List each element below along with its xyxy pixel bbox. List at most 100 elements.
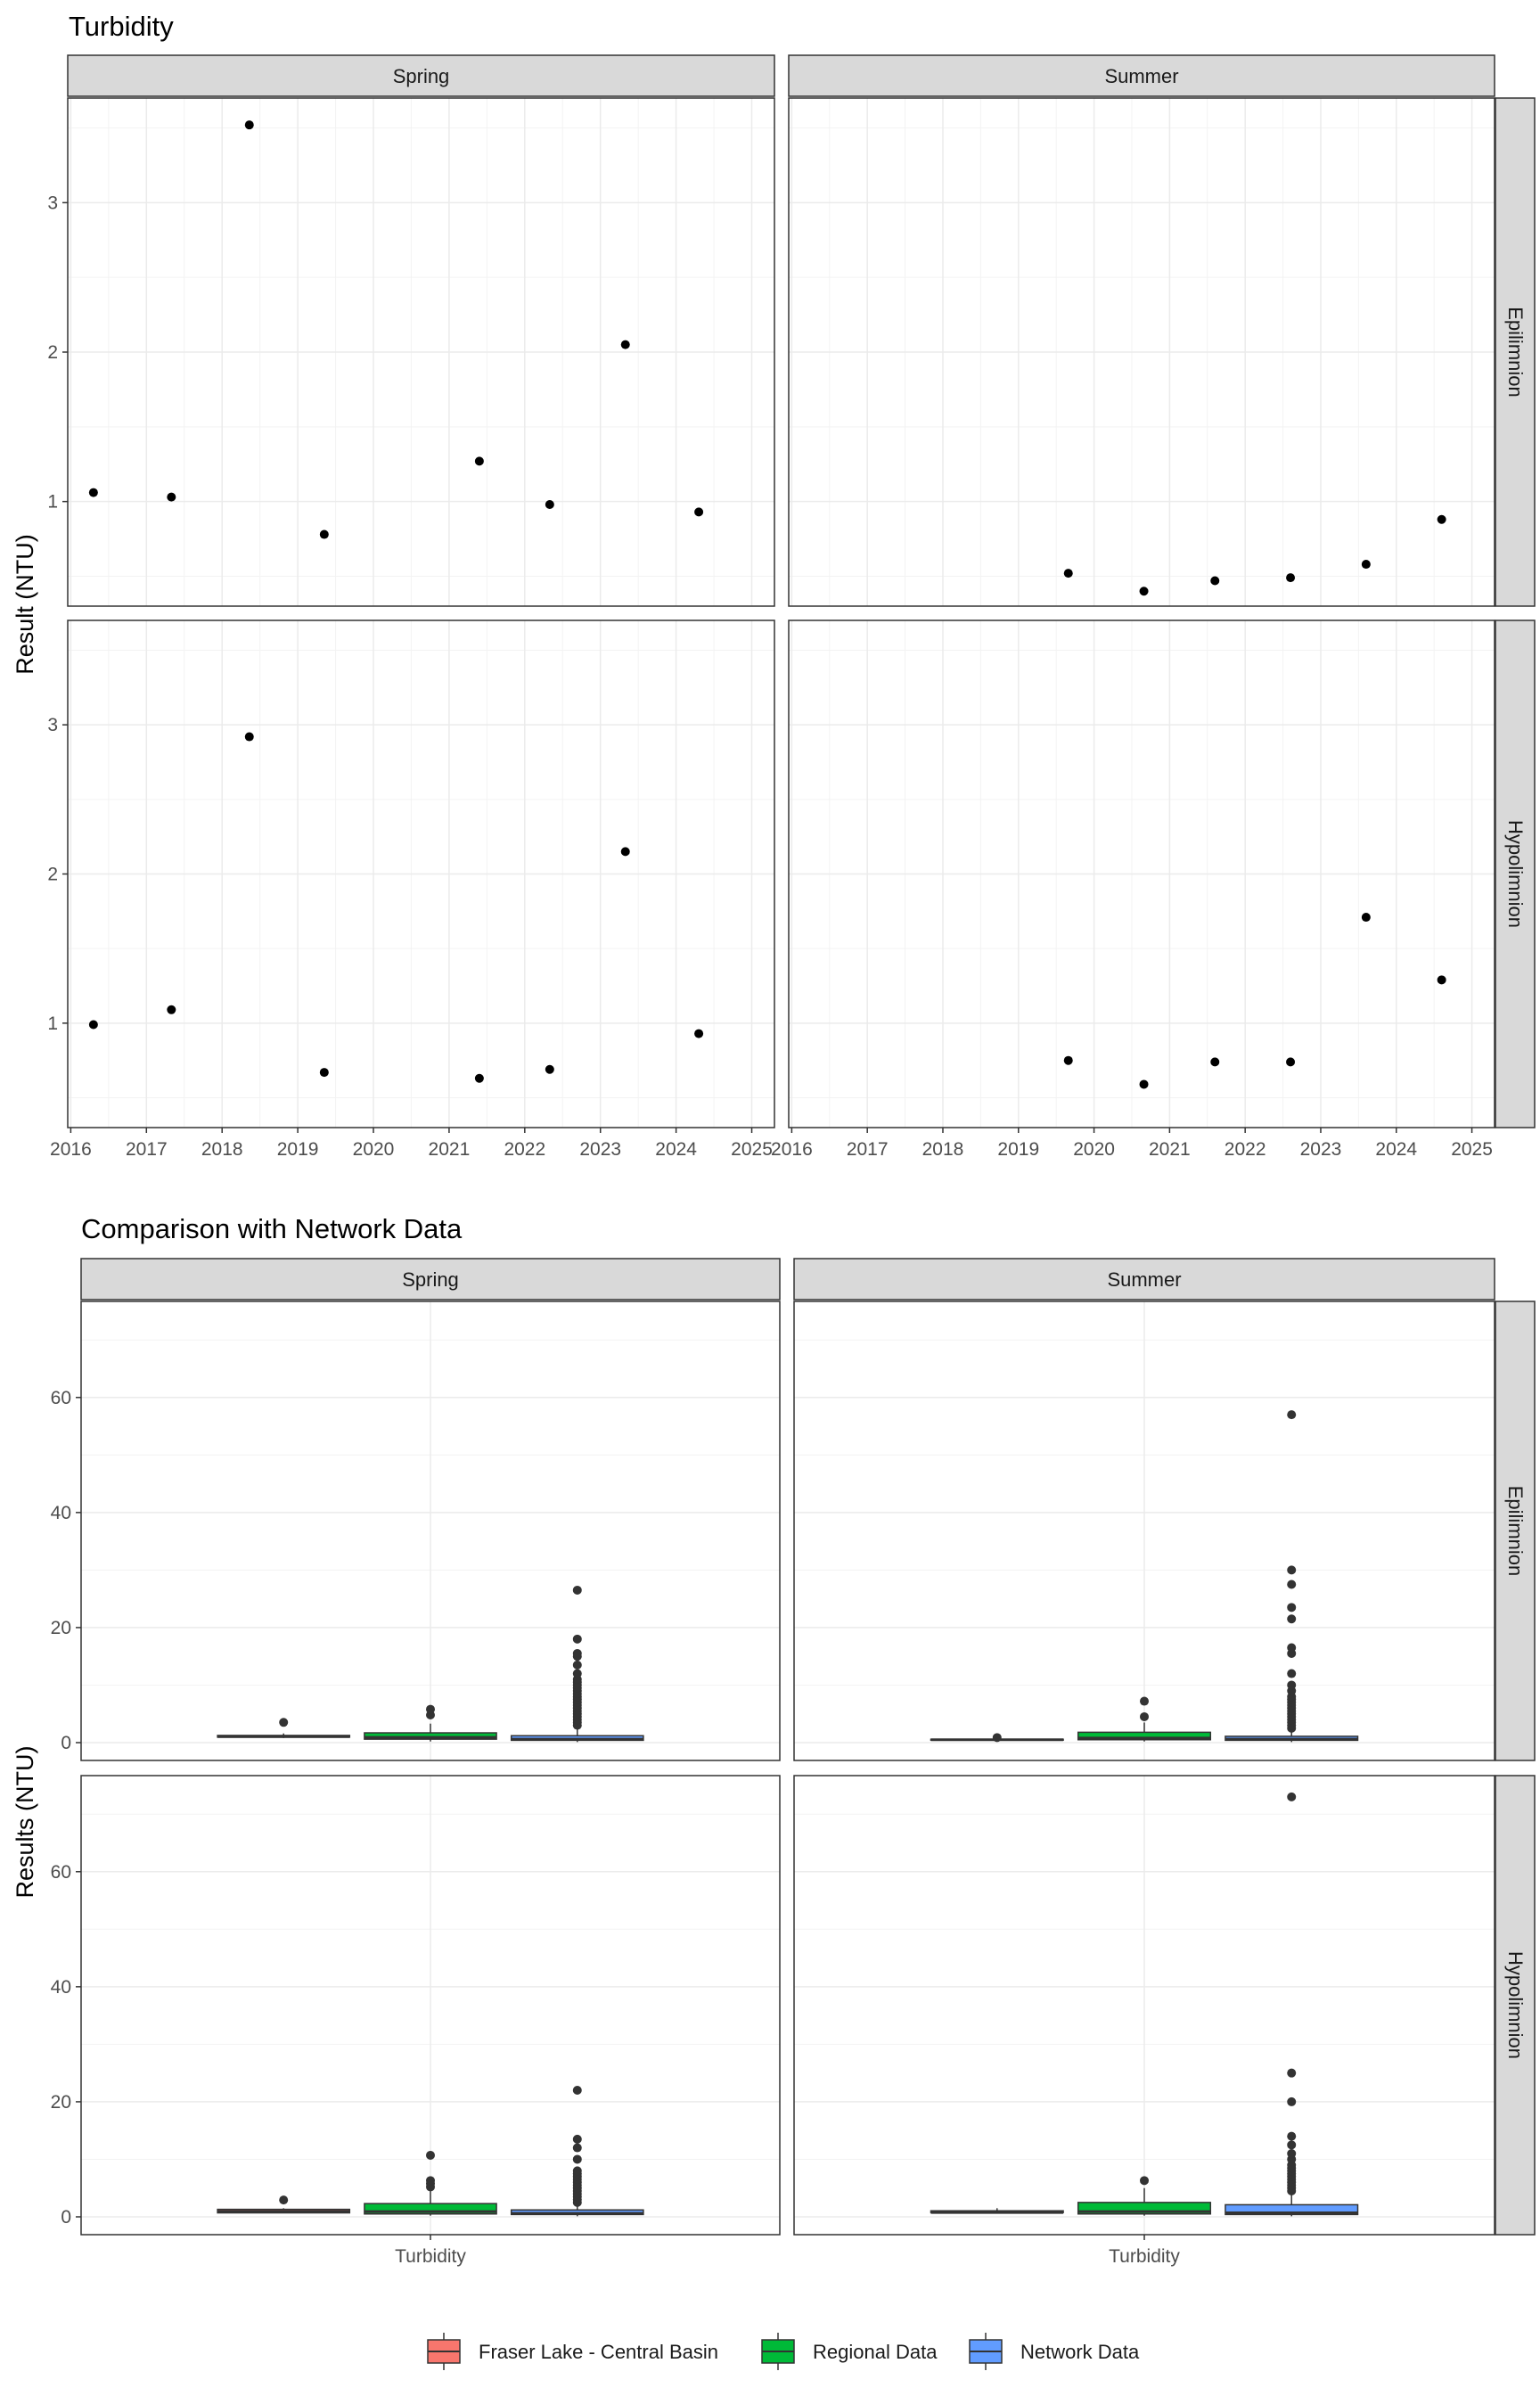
box-outlier	[572, 1669, 582, 1678]
x-tick-label: 2022	[1225, 1139, 1266, 1160]
y-tick-label: 1	[47, 1013, 58, 1034]
panel-border	[80, 1301, 781, 1761]
box-network-data	[510, 1585, 644, 1743]
data-point	[1063, 1055, 1073, 1065]
data-point	[694, 507, 704, 517]
chart1-plot-area: Spring Summer Epilimnion Hypolimnion 1 2 3 1 2 3 2…	[47, 54, 1536, 1160]
data-point	[167, 492, 176, 502]
box-outlier	[1287, 1792, 1297, 1801]
data-point	[88, 488, 98, 497]
y-tick-label: 2	[47, 342, 58, 363]
box-outlier	[1287, 2140, 1297, 2150]
box-outlier	[1287, 1603, 1297, 1612]
box-regional-data	[1077, 1696, 1212, 1742]
box-network-data	[510, 2086, 644, 2217]
box-outlier	[1287, 1680, 1297, 1690]
legend-item: Regional Data	[761, 2333, 938, 2370]
box-outlier	[1287, 2149, 1297, 2159]
data-point	[244, 732, 254, 742]
x-tick-label: 2018	[922, 1139, 964, 1160]
data-point	[319, 1068, 329, 1078]
x-tick-label: 2016	[50, 1139, 92, 1160]
panel-border	[788, 97, 1495, 607]
box-outlier	[1287, 1565, 1297, 1575]
box-outlier	[572, 2166, 582, 2176]
chart1-strip-hypolimnion	[1495, 620, 1536, 1128]
y-tick-label: 40	[51, 1977, 71, 1998]
chart1-strip-label: Summer	[1104, 65, 1178, 87]
chart2-title: Comparison with Network Data	[81, 1213, 463, 1244]
box-network-data	[1225, 1410, 1359, 1743]
data-point	[1210, 1057, 1220, 1067]
box-fraser-lake-central-basin	[930, 1733, 1064, 1743]
x-tick-label: 2024	[1375, 1139, 1417, 1160]
box-outlier	[1140, 1711, 1149, 1721]
y-tick-label: 60	[51, 1862, 71, 1883]
box-outlier	[992, 1733, 1002, 1743]
x-tick-label: Turbidity	[1109, 2246, 1180, 2267]
x-tick-label: 2023	[1300, 1139, 1342, 1160]
x-tick-label: 2021	[429, 1139, 471, 1160]
box-outlier	[1287, 2131, 1297, 2141]
box-outlier	[572, 2154, 582, 2164]
chart1-strip-spring	[67, 54, 775, 97]
data-point	[1437, 514, 1446, 524]
x-tick-label: 2016	[771, 1139, 813, 1160]
legend-label: Network Data	[1020, 2341, 1140, 2363]
box-outlier	[1287, 1410, 1297, 1420]
chart2-strip-spring	[80, 1258, 781, 1301]
x-tick-label: 2023	[579, 1139, 621, 1160]
box-outlier	[1287, 1669, 1297, 1678]
x-tick-label: 2019	[277, 1139, 319, 1160]
data-point	[1286, 1057, 1296, 1067]
legend-label: Regional Data	[813, 2341, 938, 2363]
data-point	[474, 1073, 484, 1083]
box-outlier	[1287, 2096, 1297, 2106]
data-point	[1139, 1079, 1149, 1089]
chart2-panel-summer-epilimnion	[793, 1301, 1495, 1761]
box-body	[1077, 1731, 1212, 1741]
data-point	[1361, 560, 1371, 570]
box-outlier	[426, 2150, 435, 2160]
x-tick-label: 2020	[1073, 1139, 1115, 1160]
chart2-plot-area: Spring Summer Epilimnion Hypolimnion 0 20 40 60…	[51, 1258, 1536, 2267]
y-tick-label: 0	[61, 1733, 71, 1753]
data-point	[620, 340, 630, 349]
chart1-y-axis-title: Result (NTU)	[12, 534, 38, 675]
data-point	[244, 120, 254, 130]
data-point	[1139, 587, 1149, 596]
box-body	[1225, 2203, 1359, 2216]
data-point	[545, 500, 554, 509]
box-regional-data	[1077, 2176, 1212, 2216]
data-point	[694, 1029, 704, 1038]
data-point	[1063, 569, 1073, 578]
y-tick-label: 2	[47, 865, 58, 885]
box-regional-data	[364, 1704, 497, 1742]
data-point	[167, 1005, 176, 1014]
chart1-panel-summer-hypolimnion: 2016 2017 2018 2019 2020 2021 2022 2023 2024 2025	[771, 620, 1495, 1160]
box-fraser-lake-central-basin	[217, 1718, 351, 1738]
chart1-strip-label: Spring	[393, 65, 450, 87]
legend-item: Fraser Lake - Central Basin	[427, 2333, 718, 2370]
box-outlier	[426, 2176, 435, 2186]
chart1-strip-summer	[788, 54, 1495, 97]
box-outlier	[572, 2134, 582, 2144]
x-tick-label: 2025	[1451, 1139, 1493, 1160]
box-outlier	[1287, 1643, 1297, 1653]
y-tick-label: 3	[47, 193, 58, 213]
y-tick-label: 20	[51, 1618, 71, 1638]
chart2-strip-label: Summer	[1107, 1268, 1181, 1291]
y-tick-label: 0	[61, 2207, 71, 2228]
box-outlier	[279, 1718, 289, 1727]
chart1-panel-summer-epilimnion	[788, 97, 1495, 607]
chart1-panel-spring-hypolimnion: 1 2 3 2016 2017 2018 2019 2020 2021 2022 2023 2024 2…	[47, 620, 775, 1160]
data-point	[1210, 576, 1220, 586]
legend-item: Network Data	[969, 2333, 1140, 2370]
box-fraser-lake-central-basin	[930, 2208, 1064, 2214]
box-body	[364, 1732, 497, 1740]
x-tick-label: 2020	[353, 1139, 395, 1160]
y-tick-label: 60	[51, 1388, 71, 1408]
box-outlier	[1287, 1580, 1297, 1589]
chart2-strip-epilimnion	[1495, 1301, 1536, 1761]
